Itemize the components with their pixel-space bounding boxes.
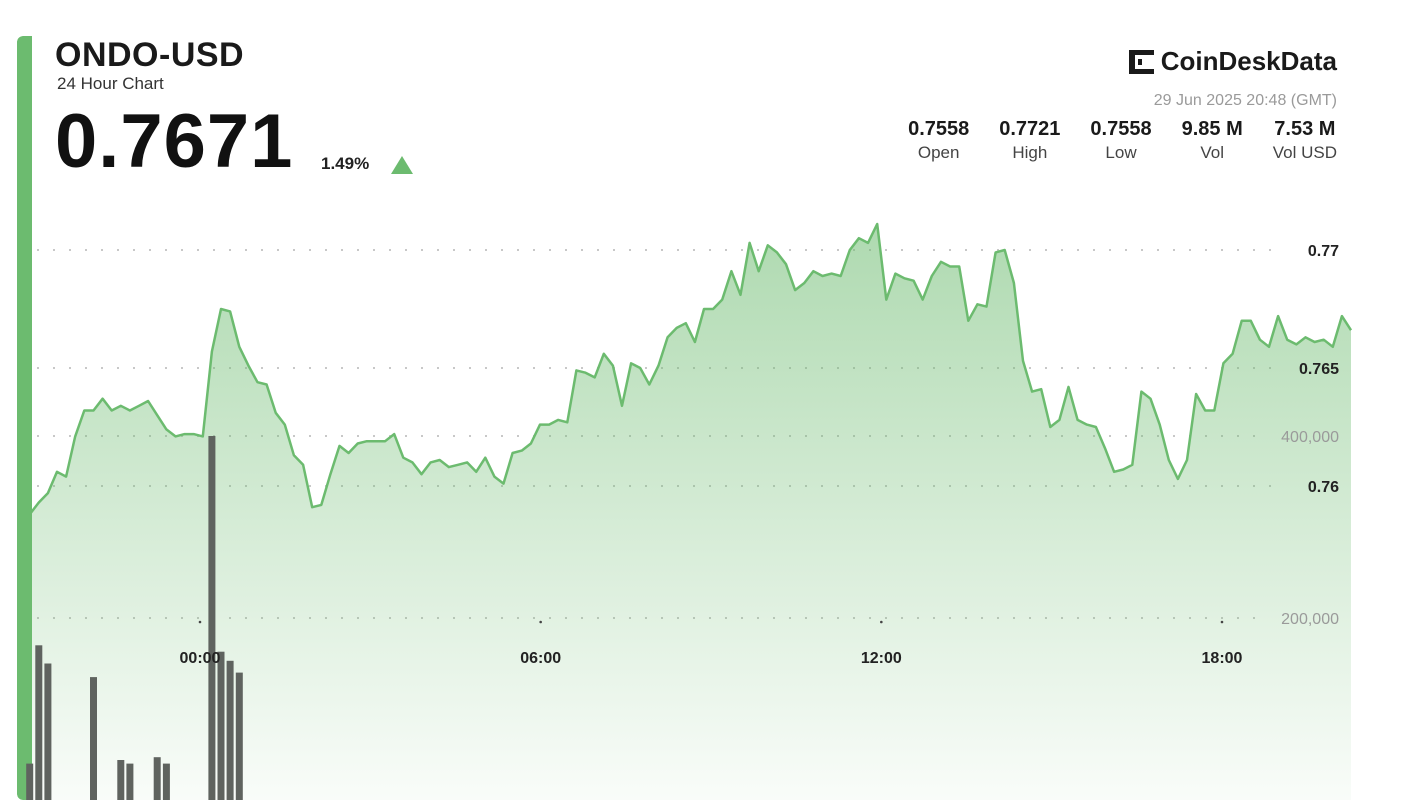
x-tick-label: 18:00 [1202,650,1243,667]
volume-bar [35,645,43,800]
price-tick-label: 0.765 [1299,361,1339,378]
volume-bar [44,663,52,800]
stat-vol: 9.85 M Vol [1182,118,1243,163]
stat-label: Open [917,143,960,162]
stat-vol-usd: 7.53 M Vol USD [1273,118,1337,163]
current-price: 0.7671 [55,99,294,184]
x-tick-label: 06:00 [520,650,561,667]
stat-high: 0.7721 High [999,118,1060,163]
x-tick-label: 00:00 [180,650,221,667]
x-tick-mark [1220,620,1224,624]
price-change: 1.49% [321,154,370,173]
line-layer [28,222,1353,516]
stat-label: Vol USD [1272,143,1337,162]
volume-bar [235,672,243,800]
x-tick-mark [539,620,542,624]
stat-label: Vol [1200,143,1224,162]
volume-bar [26,763,34,800]
volume-bar [208,436,216,800]
stat-open: 0.7558 Open [908,118,969,163]
stats-row: 0.7558 Open 0.7721 High 0.7558 Low 9.85 … [908,118,1337,163]
stat-low: 0.7558 Low [1090,118,1151,163]
stat-value: 9.85 M [1181,118,1243,140]
stat-label: High [1012,143,1048,162]
area-layer [29,224,1352,800]
volume-bar [90,677,97,800]
volume-bar [162,763,170,800]
price-volume-chart: 0.76 0.765 0.77 200,000 400,000 00:00 06:00 12:… [26,222,1353,800]
volume-tick-label: 200,000 [1281,611,1339,628]
coindesk-logo-icon [1128,49,1154,74]
brand-name: CoinDeskData [1160,46,1337,76]
volume-tick-label: 400,000 [1281,429,1339,446]
up-arrow-icon [391,156,413,174]
price-tick-label: 0.77 [1308,243,1339,260]
accent-bar [17,36,32,800]
price-area [29,224,1352,800]
volume-bar [217,651,225,800]
stat-label: Low [1105,143,1137,162]
volume-bar [226,660,234,800]
timestamp: 29 Jun 2025 20:48 (GMT) [1153,92,1337,109]
stat-value: 0.7721 [999,118,1061,140]
volume-bar [126,763,134,800]
x-tick-mark [198,620,202,624]
price-line [28,222,1353,516]
brand-logo: CoinDeskData [1128,46,1337,77]
volume-bar [153,757,161,800]
pair-title: ONDO-USD [55,36,245,74]
chart-subtitle: 24 Hour Chart [57,74,164,93]
volume-bar [117,760,125,800]
stat-value: 0.7558 [1090,118,1152,140]
chart-card: 0.76 0.765 0.77 200,000 400,000 00:00 06:00 12:… [17,36,1377,800]
stat-value: 0.7558 [908,118,970,140]
x-tick-mark [880,620,883,624]
label-layer: 0.76 0.765 0.77 200,000 400,000 00:00 06:00 12:… [180,243,1340,667]
stat-value: 7.53 M [1274,118,1336,140]
volume-layer [26,436,243,800]
price-tick-label: 0.76 [1308,479,1339,496]
x-tick-label: 12:00 [861,650,902,667]
